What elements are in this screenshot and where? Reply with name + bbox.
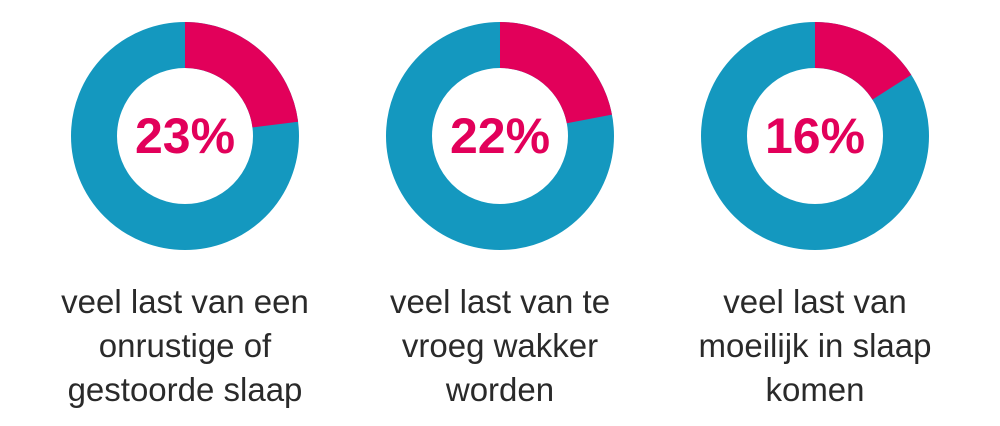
donut-3-highlight-slice — [814, 22, 912, 101]
donut-1-caption-line-3: gestoorde slaap — [67, 371, 303, 408]
donut-2-caption-line-3: worden — [445, 371, 555, 408]
donut-3-caption-line-3: komen — [765, 371, 865, 408]
donut-svg-1: 23% — [71, 22, 299, 250]
donut-svg-3: 16% — [701, 22, 929, 250]
donut-2-caption-line-2: vroeg wakker — [401, 327, 599, 364]
donut-3-value-label: 16% — [765, 108, 865, 164]
donut-3-caption-line-1: veel last van — [723, 283, 907, 320]
donut-svg-2: 22% — [386, 22, 614, 250]
donut-3-caption-line-2: moeilijk in slaap — [698, 327, 932, 364]
donut-2-caption-line-1: veel last van te — [389, 283, 611, 320]
donut-1-caption-line-1: veel last van een — [61, 283, 309, 320]
donut-chart-2: 22% veel last van te vroeg wakker worden — [350, 22, 650, 422]
donut-2-caption: veel last van te vroeg wakker worden — [350, 280, 650, 412]
donut-3-caption: veel last van moeilijk in slaap komen — [665, 280, 965, 412]
donut-1-caption-line-2: onrustige of — [98, 327, 272, 364]
donut-2-value-label: 22% — [450, 108, 550, 164]
donut-chart-3: 16% veel last van moeilijk in slaap kome… — [665, 22, 965, 422]
donut-1-caption: veel last van een onrustige of gestoorde… — [35, 280, 335, 412]
donut-2-highlight-slice — [499, 22, 612, 125]
donut-1-value-label: 23% — [135, 108, 235, 164]
donut-1-highlight-slice — [184, 22, 299, 129]
donut-chart-1: 23% veel last van een onrustige of gesto… — [35, 22, 335, 422]
